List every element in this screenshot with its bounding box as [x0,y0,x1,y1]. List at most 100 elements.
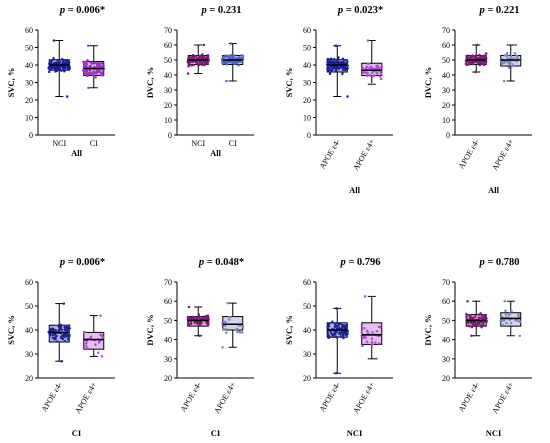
data-point [370,337,374,341]
data-point [500,319,504,322]
y-tick-label: 40 [25,61,33,70]
data-point [54,337,57,340]
data-point [100,355,104,358]
data-point [205,62,209,65]
data-point [480,325,483,329]
data-point [329,59,333,62]
data-point [326,57,329,61]
data-point [366,331,370,335]
x-group-label: CI [72,428,82,438]
data-point [96,351,100,354]
x-category-label: APOE ε4- [318,137,342,170]
data-point [378,67,381,70]
data-point [230,57,234,60]
data-point [503,54,507,57]
panel-title-value: = 0.796 [346,257,381,268]
data-point [483,315,487,318]
data-point [235,56,238,60]
data-point [236,330,239,334]
data-point [337,61,340,65]
data-point [87,86,90,90]
panel-title-p: p [59,5,65,16]
x-category-label: CI [90,139,98,148]
data-point [334,69,338,72]
data-point [66,337,70,341]
data-point [203,317,206,320]
data-point [378,75,382,78]
data-point [92,74,95,77]
panel-6: p = 0.048* 20 30 40 50 60 70 DVC, % APOE ε4- APOE… [145,257,254,438]
data-point [326,59,329,63]
data-point [101,64,105,67]
data-point [479,312,482,315]
data-point [370,71,374,75]
data-point [473,324,477,328]
panel-4: p = 0.221 0 10 20 30 40 50 60 70 DVC, % APOE ε4- AP… [423,5,532,195]
data-point [65,329,69,332]
panel-title: p = 0.221 [478,5,519,16]
data-point [335,307,338,310]
data-point [89,335,93,338]
panel-title: p = 0.796 [339,257,380,268]
data-point [222,328,225,331]
panel-8: p = 0.780 20 30 40 50 60 70 DVC, % APOE ε4- APOE … [423,257,532,438]
y-tick-label: 60 [303,278,311,287]
panel-title-p: p [337,5,343,16]
data-point [371,343,374,346]
data-point [98,62,102,66]
x-category-label: NCI [52,139,66,148]
panel-title-value: = 0.780 [485,257,520,268]
data-point [509,55,513,58]
y-tick-label: 10 [25,114,33,123]
y-tick-label: 50 [25,302,33,311]
data-point [476,43,479,47]
data-point [240,54,243,57]
panel-title: p = 0.231 [200,5,241,16]
data-point [61,334,65,337]
data-point [466,60,470,64]
data-point [55,340,59,343]
y-tick-label: 20 [25,96,33,105]
data-point [481,313,485,317]
data-point [370,83,373,86]
data-point [221,346,224,349]
data-point [54,61,58,64]
y-tick-label: 60 [25,26,33,35]
data-point [62,59,65,62]
data-point [377,325,381,329]
y-tick-label: 40 [442,71,450,80]
data-point [88,68,91,72]
x-category-label: APOE ε4+ [351,137,376,172]
data-point [63,335,66,339]
data-point [196,321,200,324]
y-axis-label: DVC, % [145,314,155,345]
data-point [68,326,71,330]
data-point [207,323,210,326]
data-point [186,324,190,327]
data-point [478,322,481,325]
data-point [331,60,335,64]
data-point [482,63,486,67]
data-point [86,59,89,62]
data-point [99,314,102,317]
data-point [334,371,338,375]
y-tick-label: 50 [442,316,450,325]
panel-1: p = 0.006* 0 10 20 30 40 50 60 SVC, % NCI CI All [6,5,115,158]
data-point [84,72,88,76]
data-point [237,60,240,63]
data-point [196,62,200,66]
data-point [238,324,242,328]
data-point [207,55,210,58]
data-point [63,339,67,343]
data-point [516,56,520,59]
data-point [378,342,381,345]
data-point [366,71,369,75]
data-point [479,316,482,320]
data-point [85,341,88,345]
data-point [363,327,366,330]
data-point [512,64,515,67]
data-point [98,340,102,343]
panel-title-value: = 0.048* [204,257,244,268]
data-point [94,76,97,79]
y-tick-label: 0 [446,131,450,140]
